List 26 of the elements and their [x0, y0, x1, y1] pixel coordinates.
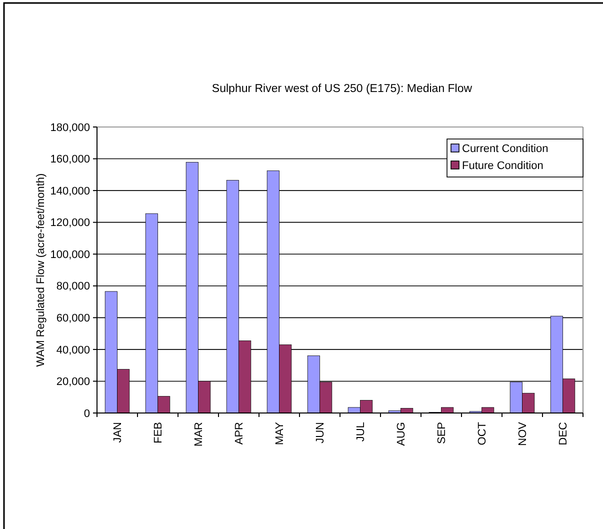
y-tick-label: 160,000	[50, 154, 90, 166]
y-tick-label: 120,000	[50, 217, 90, 230]
y-tick-label: 100,000	[50, 248, 90, 261]
x-tick-label: JUN	[314, 422, 327, 444]
y-tick-label: 40,000	[56, 344, 90, 356]
y-tick-label: 20,000	[56, 376, 90, 388]
y-tick-label: 180,000	[50, 122, 90, 134]
x-tick-label: JUL	[355, 422, 368, 442]
x-tick-label: JAN	[112, 422, 124, 443]
legend-label: Current Condition	[462, 142, 548, 155]
y-tick-label: 140,000	[50, 185, 90, 198]
x-tick-label: MAY	[274, 421, 286, 446]
x-tick-label: AUG	[396, 422, 408, 446]
x-tick-label: MAR	[193, 422, 206, 446]
x-tick-label: APR	[234, 422, 246, 445]
legend-label: Future Condition	[462, 160, 544, 172]
y-axis-title: WAM Regulated Flow (acre-feet/month)	[35, 173, 47, 367]
y-tick-label: 60,000	[56, 312, 90, 325]
x-tick-label: FEB	[152, 422, 165, 444]
x-tick-label: DEC	[558, 422, 570, 446]
x-tick-label: OCT	[476, 422, 489, 446]
y-tick-label: 0	[84, 408, 90, 420]
chart-title: Sulphur River west of US 250 (E175): Median Flow	[212, 83, 473, 95]
y-tick-label: 80,000	[56, 280, 90, 293]
x-tick-label: SEP	[436, 422, 448, 444]
x-tick-label: NOV	[517, 421, 530, 446]
